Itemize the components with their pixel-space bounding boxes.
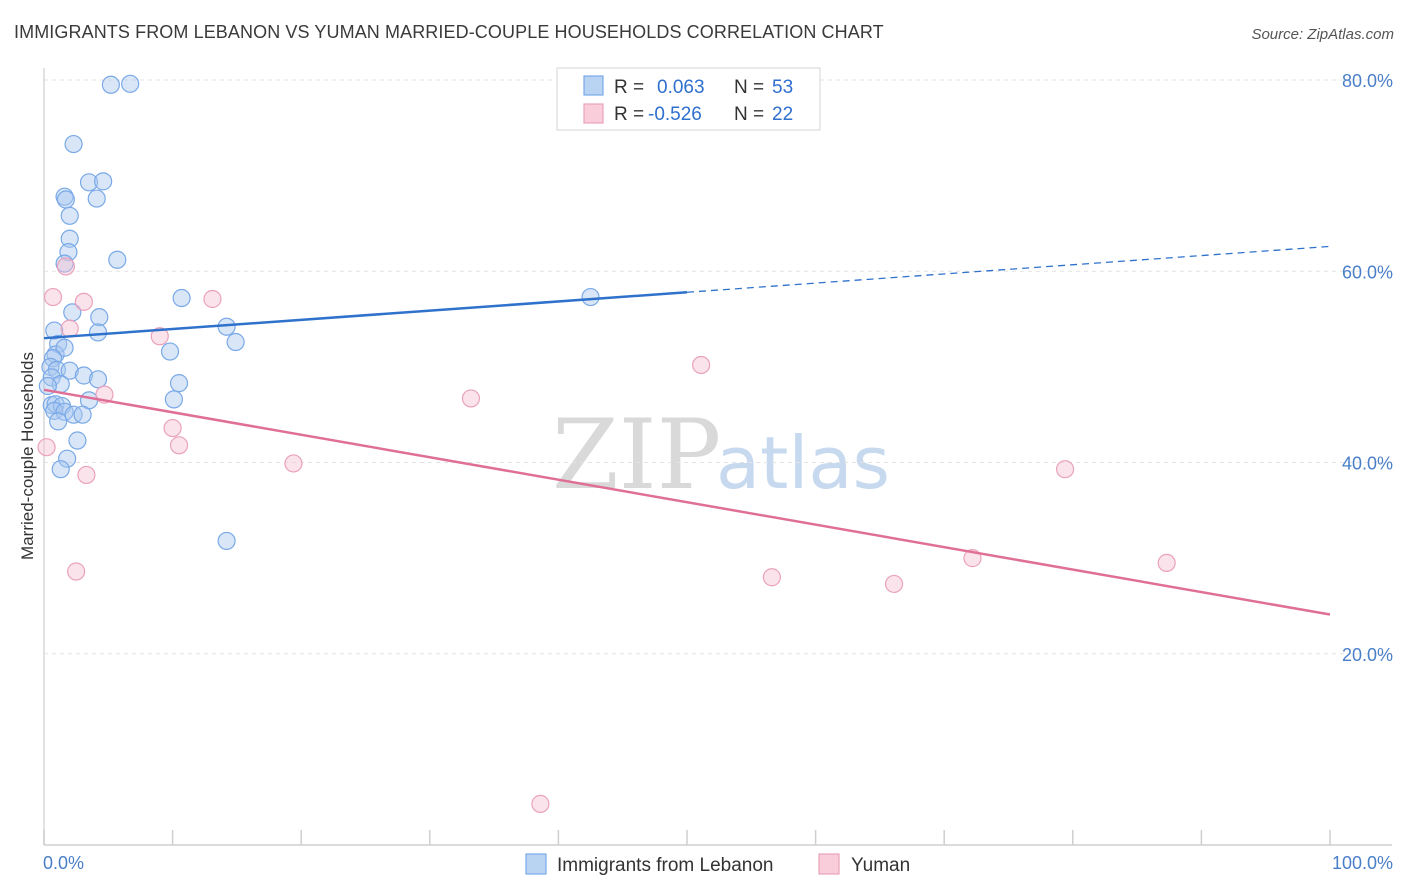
y-tick-label-0: 20.0% — [1342, 645, 1393, 665]
lebanon-point-11 — [108, 250, 127, 269]
legend-r-label-yuman: R = — [614, 104, 644, 125]
lebanon-point-20 — [226, 332, 245, 352]
legend-swatch-lebanon — [583, 75, 604, 96]
yuman-point-17 — [762, 568, 781, 587]
lebanon-point-10 — [59, 243, 78, 262]
chart-source: Source: ZipAtlas.com — [1251, 26, 1394, 43]
trend-lines — [43, 245, 1331, 616]
lebanon-point-2 — [64, 134, 83, 154]
lebanon-point-8 — [60, 206, 79, 225]
zipatlas-watermark: ZIP atlas — [552, 399, 890, 511]
lebanon-point-24 — [160, 342, 180, 361]
lebanon-point-1 — [121, 74, 140, 93]
yuman-point-11 — [37, 438, 56, 457]
lebanon-point-6 — [56, 190, 75, 209]
yuman-point-20 — [531, 794, 550, 813]
lebanon-point-28 — [60, 361, 79, 380]
yuman-point-1 — [74, 292, 93, 311]
legend-n-value-yuman: 22 — [772, 104, 793, 125]
gridlines — [44, 79, 1392, 655]
legend-n-value-lebanon: 53 — [772, 77, 793, 98]
lebanon-point-14 — [581, 287, 600, 307]
lebanon-point-16 — [90, 308, 109, 327]
lebanon-point-19 — [45, 321, 64, 340]
y-axis-label: Married-couple Households — [18, 352, 37, 560]
trend-line-lebanon — [43, 291, 688, 340]
bottom-legend-swatch-yuman — [818, 853, 840, 875]
lebanon-point-33 — [169, 374, 189, 393]
series-yuman-points — [37, 257, 1176, 813]
bottom-legend-label-yuman: Yuman — [851, 855, 910, 876]
yuman-point-13 — [1055, 460, 1075, 479]
yuman-point-19 — [67, 562, 86, 581]
bottom-legend-label-lebanon: Immigrants from Lebanon — [557, 855, 774, 876]
yuman-point-3 — [56, 257, 75, 276]
yuman-point-18 — [884, 574, 904, 594]
lebanon-point-7 — [87, 189, 106, 208]
yuman-point-14 — [77, 465, 96, 485]
y-tick-label-2: 60.0% — [1342, 262, 1393, 282]
lebanon-point-18 — [88, 323, 108, 342]
yuman-point-9 — [163, 418, 182, 438]
legend-n-label-yuman: N = — [734, 104, 764, 125]
lebanon-point-23 — [55, 338, 74, 357]
lebanon-point-9 — [60, 229, 79, 248]
yuman-point-16 — [1157, 553, 1176, 573]
lebanon-point-4 — [94, 172, 113, 191]
series-lebanon-points — [38, 74, 600, 551]
lebanon-point-46 — [58, 449, 77, 468]
lebanon-point-29 — [74, 366, 93, 385]
lebanon-point-44 — [49, 412, 68, 431]
yuman-point-0 — [43, 287, 63, 307]
legend-r-value-yuman: -0.526 — [648, 104, 702, 125]
lebanon-point-35 — [164, 390, 183, 409]
legend-swatch-yuman — [583, 103, 604, 124]
trend-line-lebanon-extension — [686, 245, 1331, 293]
lebanon-point-3 — [79, 173, 99, 192]
x-tick-label-min: 0.0% — [43, 853, 84, 873]
lebanon-point-43 — [73, 405, 92, 424]
chart-title: IMMIGRANTS FROM LEBANON VS YUMAN MARRIED… — [14, 22, 884, 42]
stats-legend: R = 0.063 N = 53 R = -0.526 N = 22 — [556, 67, 821, 131]
lebanon-point-47 — [51, 460, 70, 479]
legend-r-value-lebanon: 0.063 — [657, 77, 705, 98]
series-legend: Immigrants from Lebanon Yuman — [525, 853, 910, 876]
y-tick-label-3: 80.0% — [1342, 71, 1393, 91]
lebanon-point-13 — [172, 288, 191, 308]
yuman-point-4 — [60, 319, 79, 338]
x-tick-label-max: 100.0% — [1332, 853, 1393, 873]
y-tick-labels: 20.0% 40.0% 60.0% 80.0% — [1342, 71, 1393, 665]
x-axis-ticks — [43, 830, 1331, 845]
bottom-legend-swatch-lebanon — [525, 853, 547, 875]
lebanon-point-45 — [68, 431, 87, 450]
y-tick-label-1: 40.0% — [1342, 454, 1393, 474]
legend-r-label-lebanon: R = — [614, 77, 644, 98]
lebanon-point-30 — [42, 368, 61, 387]
yuman-point-10 — [169, 436, 189, 455]
lebanon-point-31 — [88, 370, 108, 389]
yuman-point-8 — [461, 389, 481, 408]
yuman-point-2 — [203, 289, 222, 309]
yuman-point-12 — [284, 454, 303, 473]
lebanon-point-48 — [217, 531, 236, 551]
yuman-point-5 — [150, 327, 169, 346]
yuman-point-6 — [692, 355, 711, 375]
trend-line-yuman — [43, 388, 1331, 616]
legend-n-label-lebanon: N = — [734, 77, 764, 98]
lebanon-point-0 — [101, 75, 120, 94]
